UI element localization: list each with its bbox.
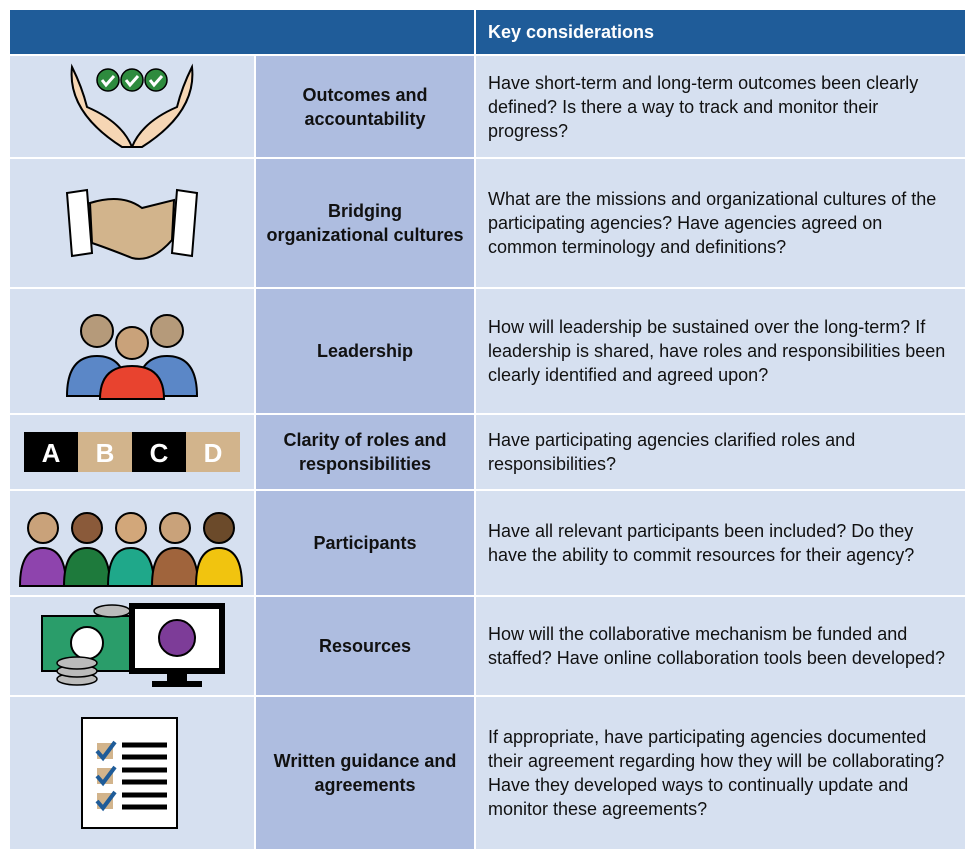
participants-icon bbox=[18, 512, 244, 587]
row-label: Clarity of roles and responsibilities bbox=[256, 415, 474, 489]
row-label: Outcomes and accountability bbox=[256, 56, 474, 157]
icon-cell bbox=[10, 56, 254, 157]
icon-cell bbox=[10, 697, 254, 849]
row-label: Leadership bbox=[256, 289, 474, 413]
row-text: What are the missions and organizational… bbox=[476, 159, 965, 287]
leaders-icon bbox=[65, 314, 199, 400]
header-title: Key considerations bbox=[476, 10, 965, 54]
row-text: Have participating agencies clarified ro… bbox=[476, 415, 965, 489]
row-text: Have short-term and long-term outcomes b… bbox=[476, 56, 965, 157]
table: Key considerations Outcomes and accounta… bbox=[10, 10, 965, 849]
row-text: How will the collaborative mechanism be … bbox=[476, 597, 965, 695]
puzzle-letter: C bbox=[150, 438, 169, 468]
hands-icon bbox=[70, 63, 194, 148]
icon-cell bbox=[10, 289, 254, 413]
icon-cell bbox=[10, 159, 254, 287]
puzzle-letter: A bbox=[42, 438, 61, 468]
row-label: Resources bbox=[256, 597, 474, 695]
resources-icon bbox=[41, 603, 225, 687]
row-label: Participants bbox=[256, 491, 474, 595]
header-blank bbox=[10, 10, 474, 54]
handshake-icon bbox=[65, 188, 199, 260]
checklist-icon bbox=[81, 717, 178, 829]
row-label: Bridging organizational cultures bbox=[256, 159, 474, 287]
row-text: If appropriate, have participating agenc… bbox=[476, 697, 965, 849]
icon-cell bbox=[10, 597, 254, 695]
icon-cell bbox=[10, 491, 254, 595]
row-label: Written guidance and agreements bbox=[256, 697, 474, 849]
puzzle-icon: A B C D bbox=[24, 432, 240, 472]
icon-cell: A B C D bbox=[10, 415, 254, 489]
puzzle-letter: B bbox=[96, 438, 115, 468]
row-text: How will leadership be sustained over th… bbox=[476, 289, 965, 413]
row-text: Have all relevant participants been incl… bbox=[476, 491, 965, 595]
puzzle-letter: D bbox=[204, 438, 223, 468]
